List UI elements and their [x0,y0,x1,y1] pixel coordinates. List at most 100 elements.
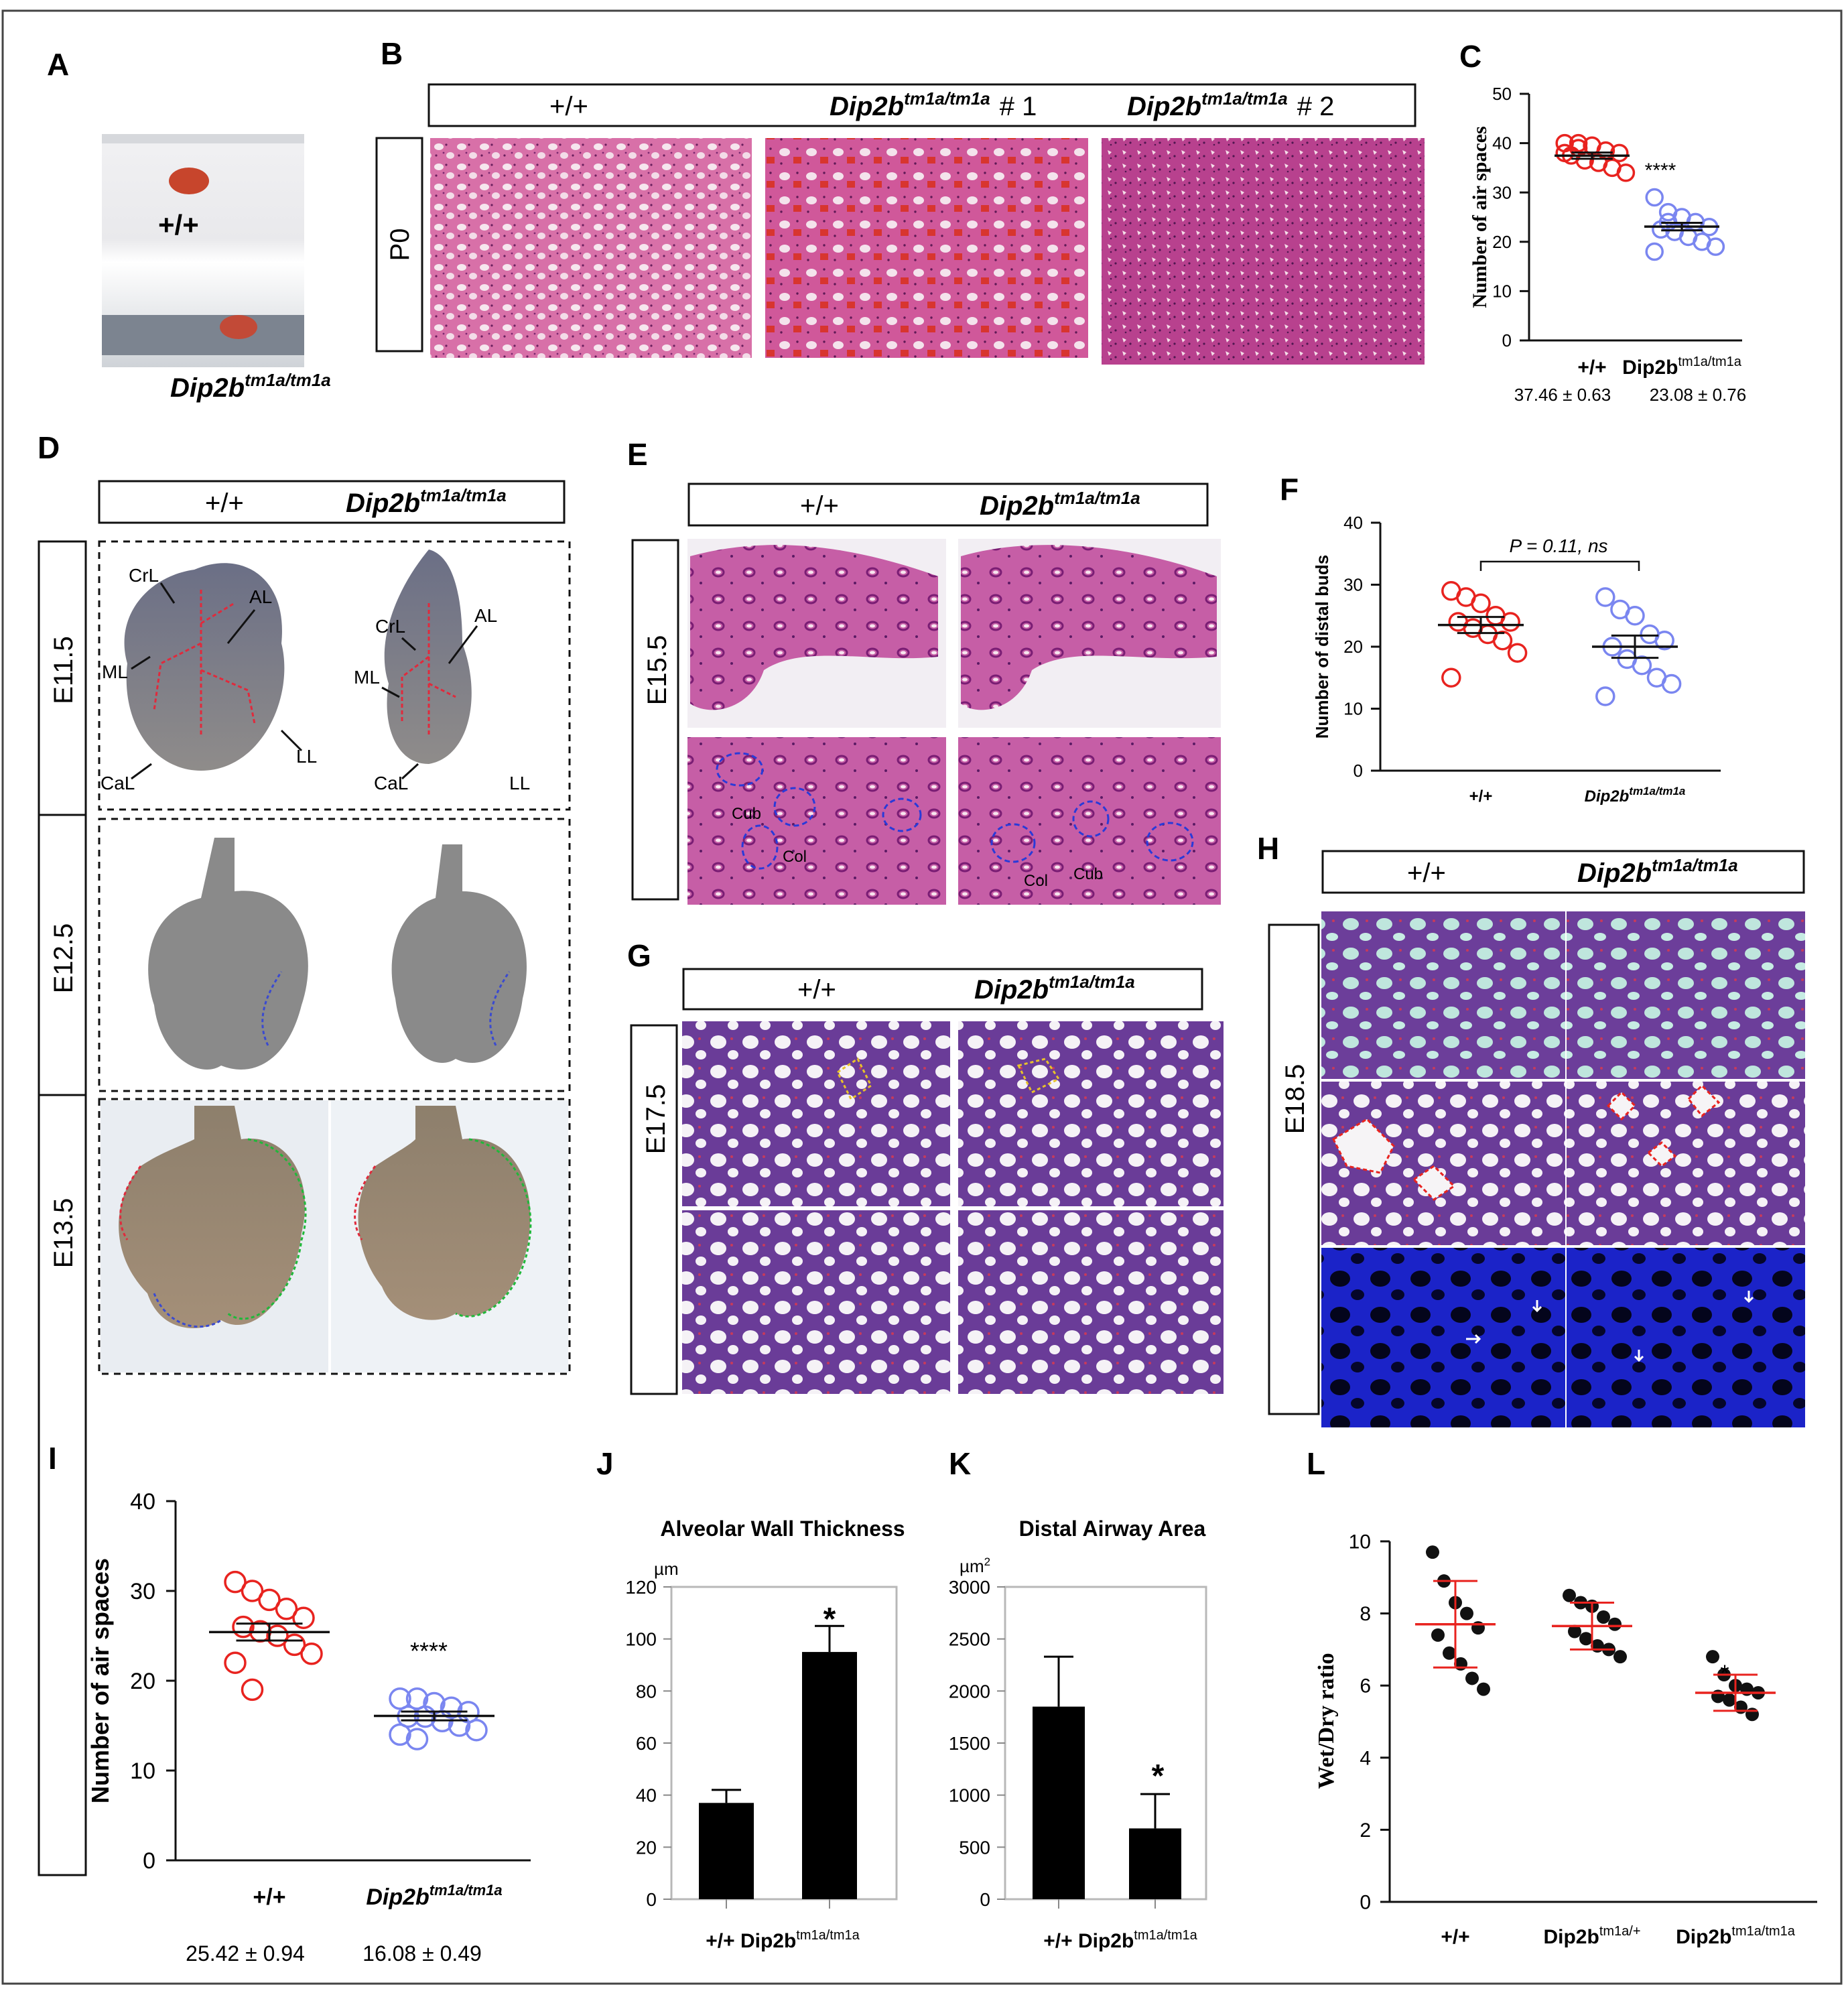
y-tick-label: 1500 [949,1733,990,1754]
data-point [232,1615,255,1639]
row-label-e175: E17.5 [641,1084,671,1155]
data-point [1654,631,1674,651]
y-tick-label: 40 [1492,133,1512,153]
panel-letter-b: B [381,36,403,71]
genotype-header-g [682,968,1203,1011]
comparison-bracket-f [1479,560,1640,571]
lobe-al-wt: AL [249,586,272,607]
data-point [224,1570,247,1594]
row-label-e185: E18.5 [1280,1064,1310,1135]
sig-j: * [823,1602,836,1637]
row-label-p0: P0 [385,229,415,261]
data-point [1595,587,1615,607]
lobe-cal-mut: CaL [374,773,408,793]
figure-border [1,9,1843,1985]
panel-j: J Alveolar Wall Thickness µm 0 20 40 60 80 10… [596,1446,905,1952]
y-tick-label: 2 [1360,1819,1371,1842]
y-tick-label: 10 [130,1758,155,1784]
data-point [1595,686,1615,706]
row-label-box-e115 [38,540,87,1876]
histology-g-wt-low [682,1021,950,1206]
row-label-e115: E11.5 [49,636,78,704]
panel-letter-j: J [596,1446,614,1481]
data-point [1706,237,1725,256]
x-label-f-mut: Dip2btm1a/tm1a [1585,785,1686,806]
genotype-header-d [98,480,566,524]
bar [1033,1706,1085,1899]
x-label-f-wt: +/+ [1469,787,1493,806]
data-point [1465,1671,1479,1685]
data-point [1441,667,1461,688]
lobe-ml-mut: ML [354,667,380,688]
lung-sunk [220,315,257,339]
x-label-i-mut: Dip2btm1a/tm1a [366,1882,502,1910]
data-point [1471,593,1491,613]
beaker-label-wt: +/+ [158,209,199,241]
row-label-e155: E15.5 [643,635,672,706]
panel-l: L 0 2 4 6 8 10 Wet/Dry ratio * +/+ Dip2btm1a/… [1307,1446,1817,1948]
genotype-header-e [687,483,1209,527]
y-label-f: Number of distal buds [1312,555,1332,739]
panel-a: A +/+ Dip2btm1a/tm1a [47,47,331,403]
data-point [224,1651,247,1674]
lobe-al-mut: AL [474,605,497,626]
y-tick-label: 10 [1349,1531,1371,1553]
data-point [266,1624,289,1647]
y-tick-label: 1000 [949,1785,990,1806]
histology-e-mut-high [958,737,1221,905]
y-tick-label: 30 [1343,575,1363,595]
x-label-c-mut: Dip2btm1a/tm1a [1622,355,1742,379]
data-point [1492,631,1513,651]
panel-h: H +/+ Dip2btm1a/tm1a E18.5 [1257,831,1805,1427]
data-point [1477,1682,1490,1696]
y-tick-label: 40 [636,1785,657,1806]
bar [1129,1828,1181,1899]
header-wt-e: +/+ [800,491,839,521]
data-point [1745,1708,1759,1722]
row-label-box-e155 [631,539,679,901]
genotype-header-b [427,83,1416,127]
data-point [389,1723,411,1746]
y-tick-label: 20 [636,1837,657,1858]
data-point [241,1580,264,1602]
y-tick-label: 10 [1343,699,1363,719]
data-point [1568,1624,1581,1639]
panel-letter-e: E [627,437,648,472]
mark-col-wt: Col [783,848,807,866]
data-point [405,1728,429,1750]
y-tick-label: 2500 [949,1629,990,1650]
sig-k: * [1152,1758,1165,1794]
row-label-box-e175 [630,1024,678,1395]
unit-k: µm2 [960,1555,990,1576]
row-label-e135: E13.5 [49,1198,78,1269]
data-point [1645,242,1664,261]
y-label-i: Number of air spaces [86,1558,114,1803]
data-point [258,1588,281,1612]
data-point [1632,655,1652,676]
title-j: Alveolar Wall Thickness [660,1517,905,1541]
y-tick-label: 0 [1502,330,1512,350]
y-tick-label: 10 [1492,281,1512,302]
header-mut-g: Dip2btm1a/tm1a [974,972,1135,1005]
data-point [292,1606,315,1629]
panel-letter-l: L [1307,1446,1325,1481]
dapi-h-wt [1321,1248,1565,1427]
y-tick-label: 40 [130,1489,155,1515]
bar [802,1652,857,1899]
data-point [1706,1650,1719,1664]
mark-cub-mut: Cub [1073,865,1103,883]
y-label-l: Wet/Dry ratio [1314,1653,1339,1789]
panel-letter-f: F [1280,472,1299,507]
panel-letter-d: D [38,430,60,465]
row-label-box-p0 [375,137,423,352]
histology-b-mut1 [765,138,1088,358]
x-label-l-het: Dip2btm1a/+ [1543,1924,1640,1948]
data-point [1597,1610,1610,1624]
lung-e125-wt [148,838,308,1070]
header-mut-e: Dip2btm1a/tm1a [980,488,1140,521]
panel-d: D +/+ Dip2btm1a/tm1a E11.5 E12.5 E13.5 C… [38,430,571,1876]
beaker-label-mut: Dip2btm1a/tm1a [170,370,331,403]
row-label-e125: E12.5 [49,923,78,994]
histology-g-mut-low [958,1021,1224,1206]
